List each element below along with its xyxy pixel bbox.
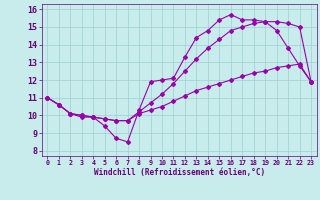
X-axis label: Windchill (Refroidissement éolien,°C): Windchill (Refroidissement éolien,°C) [94,168,265,177]
